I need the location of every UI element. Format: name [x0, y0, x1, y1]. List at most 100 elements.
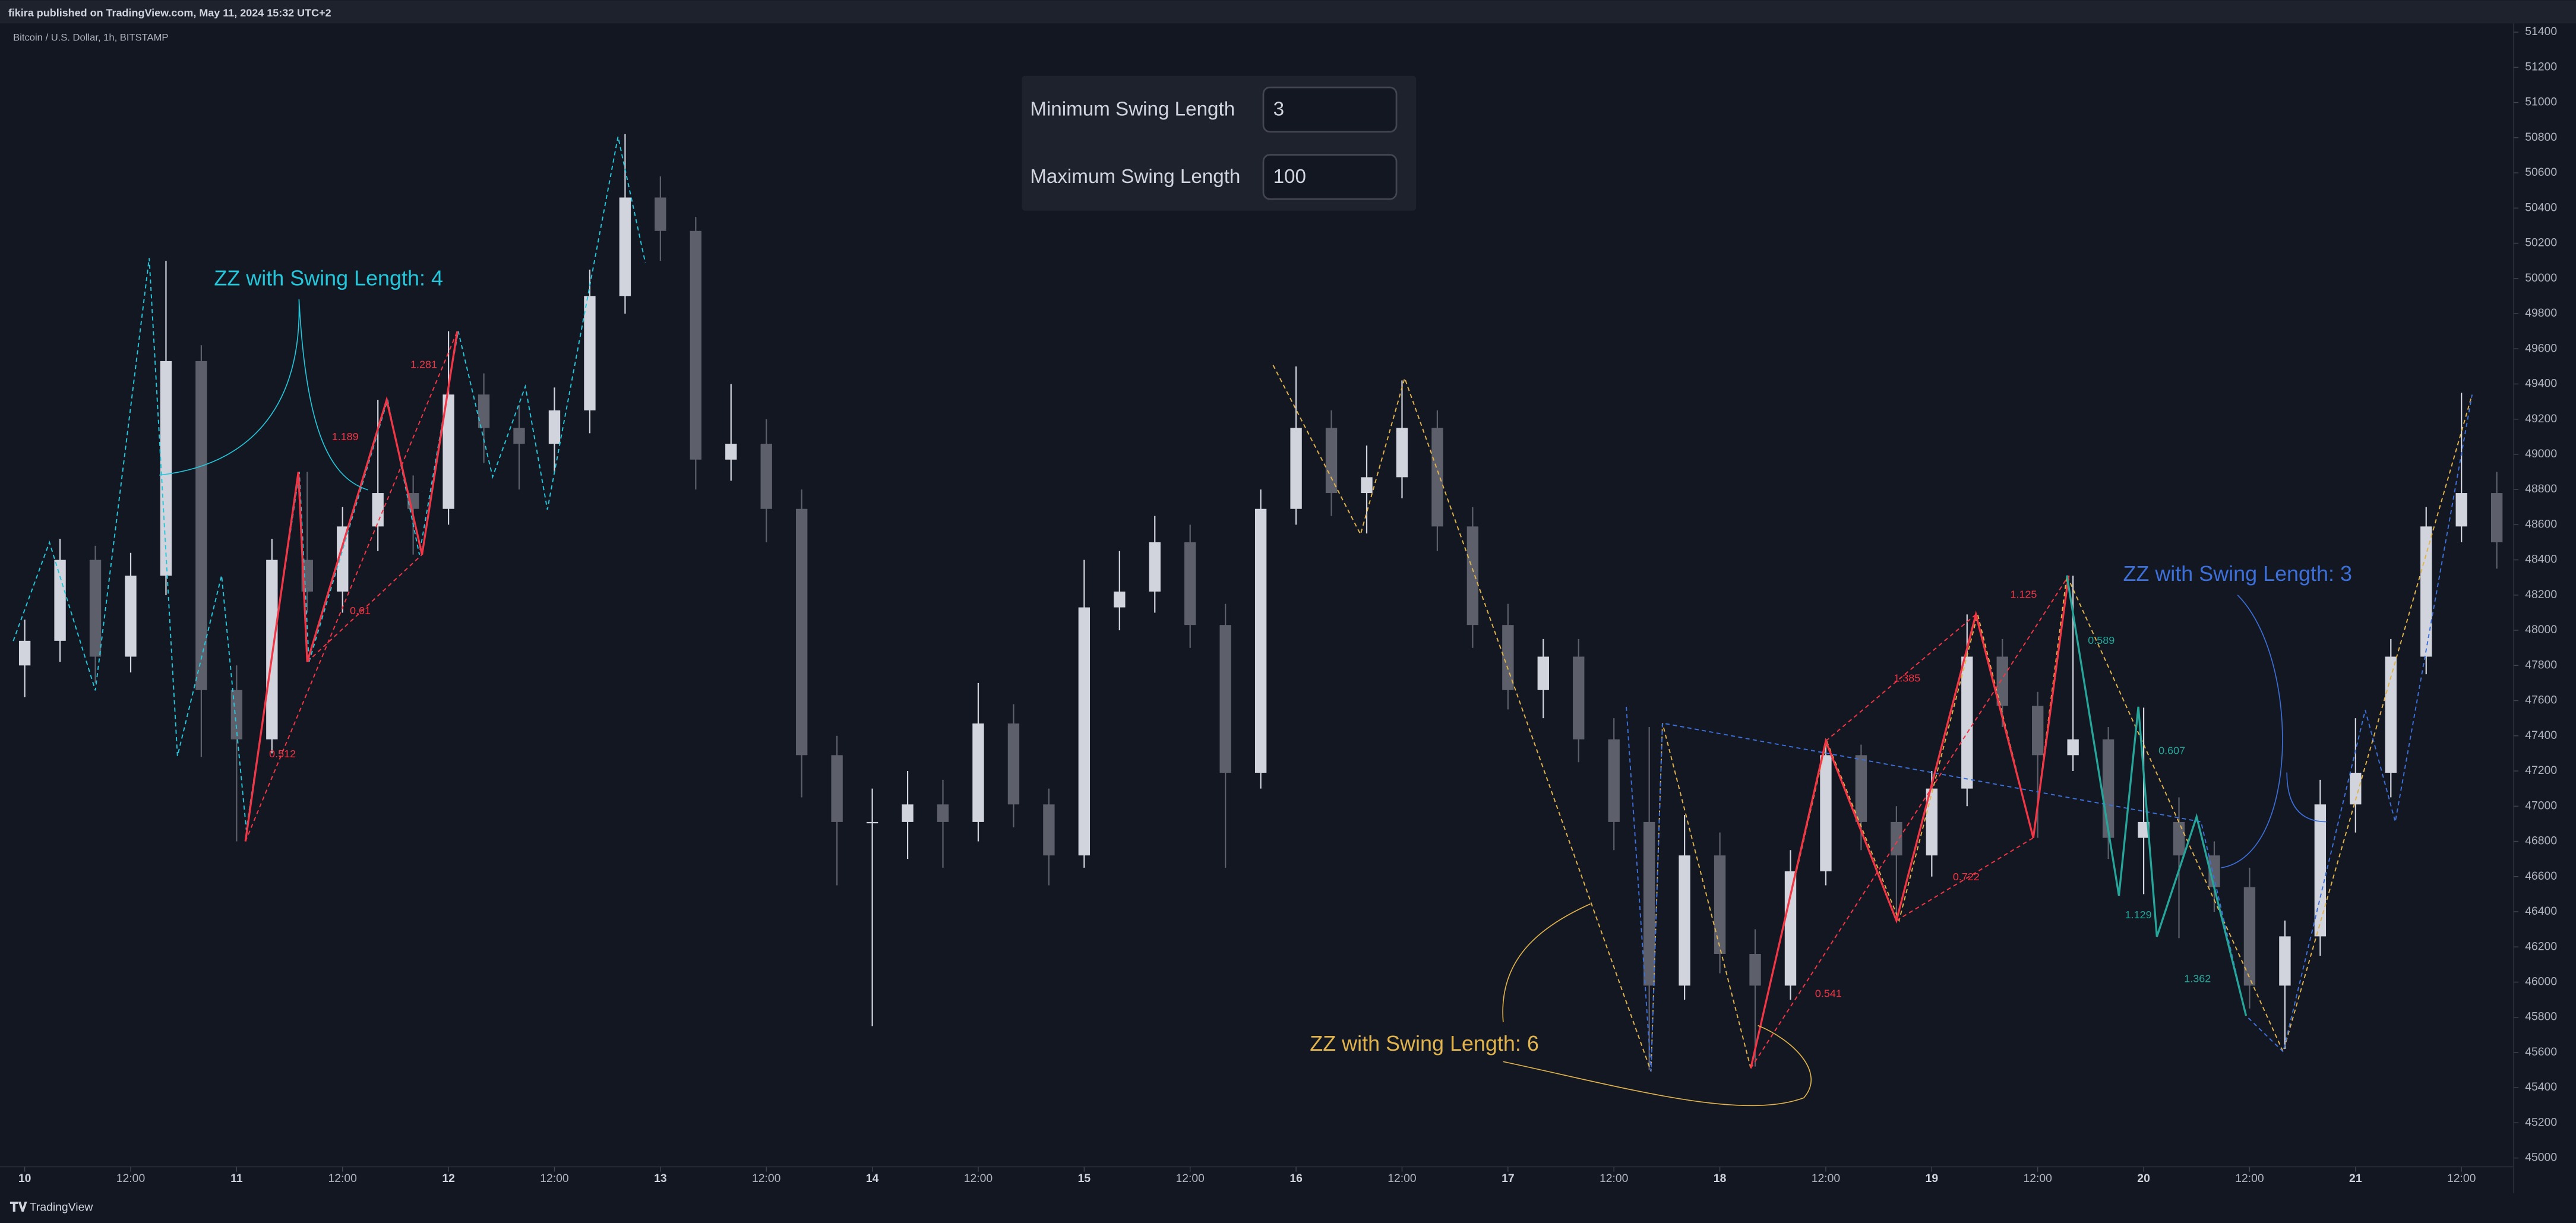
candle-body — [2490, 493, 2503, 542]
x-tick-label: 17 — [1502, 1172, 1515, 1185]
y-tick-label: 46400 — [2525, 905, 2557, 918]
callout-text: ZZ with Swing Length: 4 — [214, 266, 443, 290]
y-tick-label: 49200 — [2525, 412, 2557, 425]
callout-text: ZZ with Swing Length: 6 — [1310, 1031, 1539, 1055]
y-tick-label: 50000 — [2525, 271, 2557, 285]
candle-body — [1149, 542, 1161, 592]
y-tick-label: 47600 — [2525, 694, 2557, 707]
candle-body — [548, 410, 561, 444]
candle-body — [2350, 772, 2362, 805]
x-tick-label: 12:00 — [964, 1172, 993, 1185]
x-tick-label: 12 — [442, 1172, 455, 1185]
candle-body — [655, 197, 666, 231]
x-tick-label: 12:00 — [116, 1172, 146, 1185]
candle-body — [584, 296, 596, 410]
fib-label: 1.189 — [332, 431, 359, 443]
y-tick-label: 45000 — [2525, 1151, 2557, 1164]
candle-body — [1679, 855, 1690, 986]
fib-label: 1.385 — [1894, 672, 1920, 684]
x-tick-label: 20 — [2137, 1172, 2150, 1185]
zigzag-dashed — [1750, 575, 2069, 1069]
y-tick-label: 51400 — [2525, 25, 2557, 38]
candle-body — [18, 640, 31, 666]
zigzag-line — [2066, 575, 2248, 1016]
zigzag-dashed — [1626, 394, 2473, 1072]
y-tick-label: 50800 — [2525, 131, 2557, 144]
candle-body — [1396, 428, 1408, 478]
candle-body — [831, 755, 843, 822]
candle-body — [796, 508, 808, 756]
candle-body — [230, 690, 243, 740]
candle-body — [2032, 706, 2044, 756]
zigzag-dashed — [245, 331, 458, 842]
fib-label: 0.512 — [269, 748, 296, 760]
callout-text: ZZ with Swing Length: 3 — [2123, 561, 2352, 586]
y-tick-label: 49000 — [2525, 447, 2557, 460]
candle-body — [1254, 508, 1267, 773]
candle-body — [442, 394, 454, 509]
y-tick-label: 46000 — [2525, 975, 2557, 988]
y-tick-label: 45400 — [2525, 1080, 2557, 1094]
candle-body — [125, 576, 137, 657]
candle-body — [1078, 607, 1091, 856]
candle-body — [513, 428, 525, 444]
candle-body — [1643, 821, 1655, 986]
y-tick-label: 48200 — [2525, 588, 2557, 601]
y-tick-label: 46200 — [2525, 940, 2557, 953]
candle-body — [972, 723, 984, 822]
y-tick-label: 47800 — [2525, 658, 2557, 671]
y-tick-label: 47000 — [2525, 799, 2557, 812]
setting-label: Maximum Swing Length — [1030, 166, 1240, 188]
y-tick-label: 48400 — [2525, 553, 2557, 566]
candle-body — [1749, 954, 1761, 986]
y-tick-label: 49600 — [2525, 342, 2557, 355]
y-tick-label: 49400 — [2525, 377, 2557, 390]
x-tick-label: 10 — [18, 1172, 31, 1185]
x-tick-label: 18 — [1714, 1172, 1727, 1185]
y-tick-label: 46800 — [2525, 835, 2557, 848]
fib-label: 0.607 — [2158, 744, 2185, 756]
fib-label: 1.129 — [2125, 909, 2152, 921]
candle-body — [1184, 542, 1196, 625]
candle-body — [1961, 656, 1973, 789]
candle-body — [1219, 625, 1231, 773]
candle-body — [1608, 739, 1620, 822]
setting-input[interactable] — [1262, 154, 1398, 200]
candle-body — [866, 821, 878, 824]
x-tick-label: 12:00 — [1600, 1172, 1629, 1185]
setting-label: Minimum Swing Length — [1030, 99, 1235, 121]
y-tick-label: 51000 — [2525, 96, 2557, 109]
candle-body — [2102, 739, 2114, 838]
publisher: fikira published on TradingView.com, May… — [8, 7, 331, 18]
candle-body — [195, 361, 207, 690]
candle-body — [337, 526, 349, 592]
candle-body — [1466, 526, 1479, 625]
candle-body — [937, 804, 949, 822]
candle-body — [372, 493, 384, 527]
callouts: ZZ with Swing Length: 4 ZZ with Swing Le… — [159, 266, 2352, 1107]
candle-body — [2279, 936, 2291, 986]
y-tick-label: 49800 — [2525, 306, 2557, 320]
candle-body — [1714, 855, 1726, 955]
candle-body — [760, 444, 772, 509]
fib-label: 0.589 — [2088, 634, 2114, 646]
settings-panel: Minimum Swing Length 3 Maximum Swing Len… — [1022, 75, 1417, 211]
candle-body — [478, 394, 490, 428]
zigzag-dashed — [1825, 614, 1977, 742]
x-tick-label: 13 — [654, 1172, 667, 1185]
candle-body — [2067, 739, 2079, 756]
brand-logo: 𝐓𝐕 — [10, 1199, 27, 1214]
y-tick-label: 51200 — [2525, 60, 2557, 73]
candle-body — [1891, 821, 1902, 856]
setting-input[interactable] — [1262, 86, 1398, 133]
candle-body — [2385, 656, 2397, 773]
candle-body — [2455, 493, 2467, 527]
candle-body — [725, 444, 737, 460]
candle-body — [1855, 755, 1867, 822]
y-tick-label: 47400 — [2525, 729, 2557, 742]
fib-label: 1.281 — [410, 358, 437, 370]
y-tick-label: 45600 — [2525, 1045, 2557, 1058]
fib-label: 0.61 — [350, 605, 371, 617]
y-tick-label: 45200 — [2525, 1115, 2557, 1129]
